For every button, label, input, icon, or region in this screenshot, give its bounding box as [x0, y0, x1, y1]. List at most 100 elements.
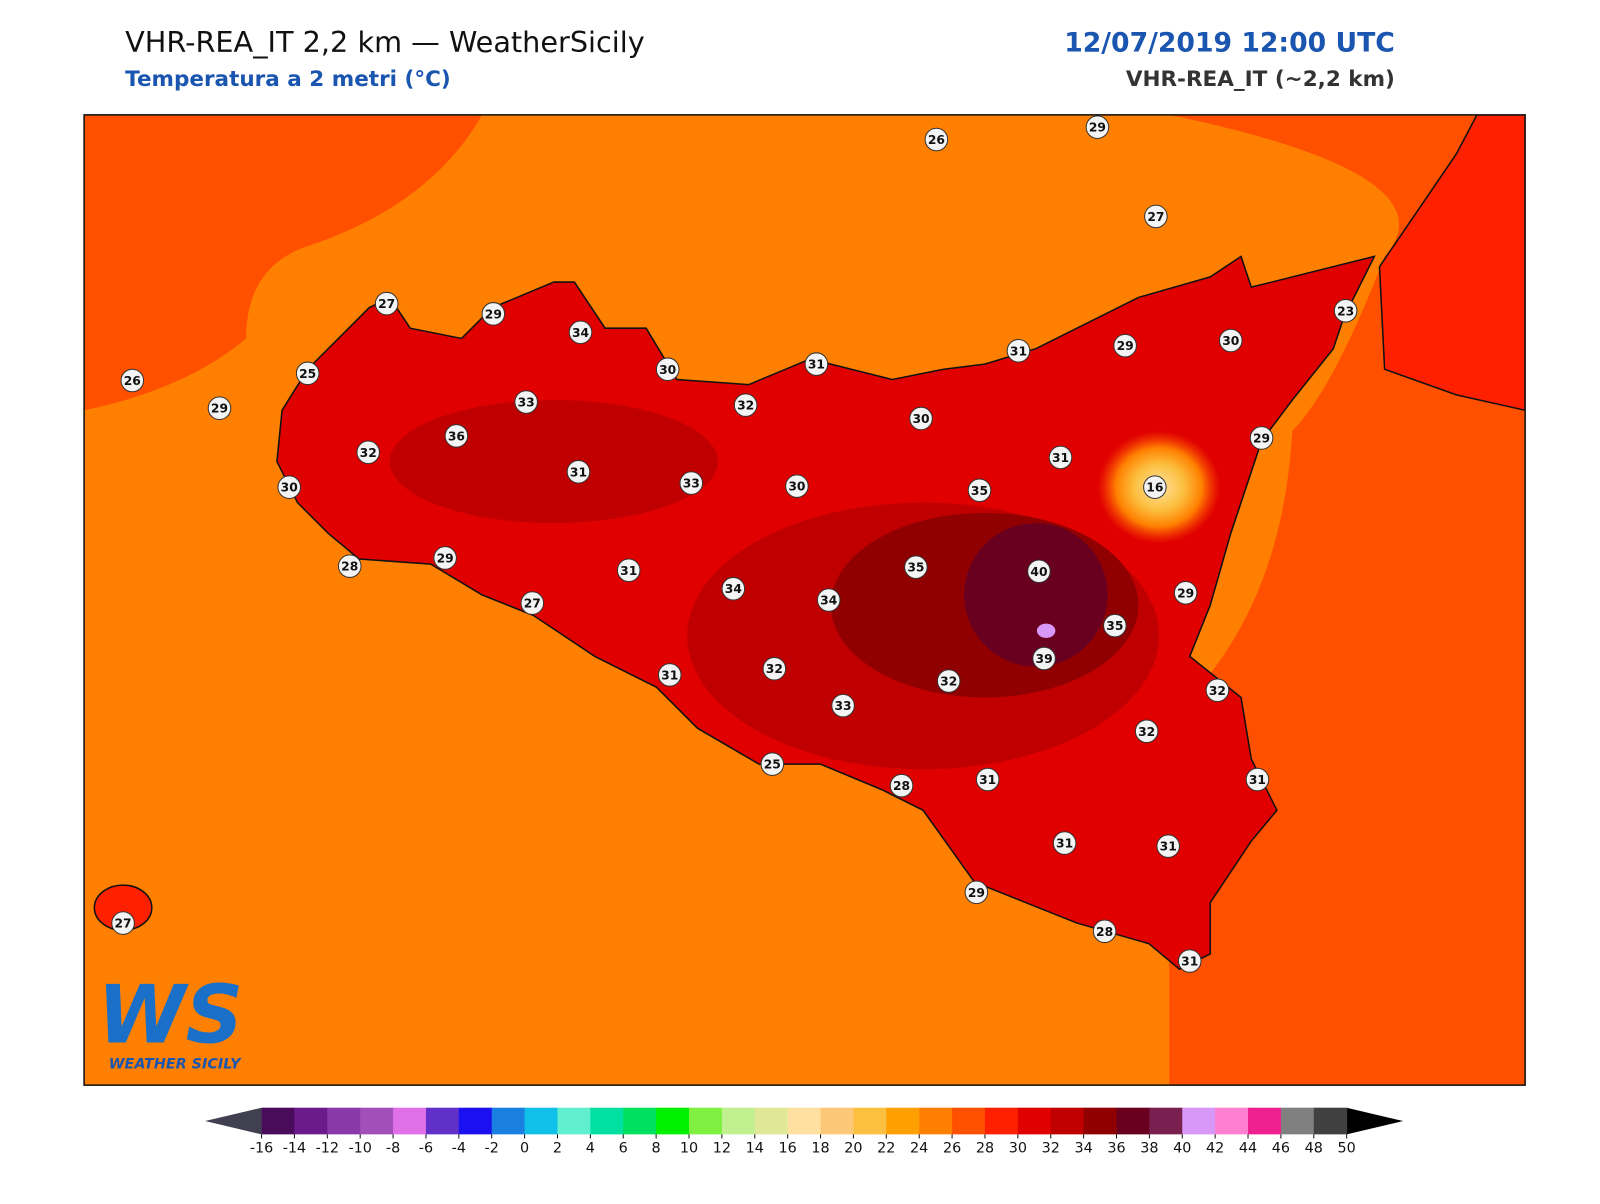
- station-value: 27: [378, 297, 395, 311]
- station-value: 31: [661, 668, 678, 682]
- station-value: 32: [360, 446, 377, 460]
- colorbar-swatch: [919, 1107, 953, 1135]
- station-value: 27: [1147, 210, 1164, 224]
- station-value: 33: [518, 396, 535, 410]
- colorbar-swatch: [952, 1107, 986, 1135]
- station-marker: [1103, 613, 1127, 638]
- station-marker: [1156, 834, 1180, 858]
- extreme-zone: [964, 523, 1108, 667]
- station-marker: [1134, 719, 1159, 744]
- station-value: 25: [299, 367, 316, 381]
- station-value: 31: [1052, 451, 1069, 465]
- colorbar-swatch: [787, 1107, 822, 1135]
- station-marker: [295, 361, 320, 386]
- colorbar-swatch: [1215, 1107, 1249, 1135]
- station-value: 26: [928, 133, 945, 147]
- station-marker: [904, 555, 928, 579]
- colorbar-tick-label: 10: [680, 1141, 698, 1157]
- station-marker: [785, 474, 809, 498]
- warm-sea: [84, 114, 483, 411]
- station-value: 33: [835, 699, 852, 713]
- colorbar-tick-label: -14: [283, 1141, 306, 1157]
- map-frame: [83, 114, 1526, 1086]
- colorbar-swatch: [1083, 1107, 1118, 1135]
- colorbar-tick-label: -12: [316, 1141, 339, 1157]
- colorbar-tick-label: 36: [1107, 1141, 1125, 1157]
- subtitle: Temperatura a 2 metri (°C): [125, 67, 451, 92]
- station-marker: [1333, 298, 1358, 323]
- station-marker: [111, 911, 135, 935]
- colorbar-tick-label: 16: [779, 1141, 797, 1157]
- station-marker: [1177, 949, 1202, 973]
- station-value: 27: [115, 917, 132, 931]
- colorbar-swatch: [721, 1107, 756, 1135]
- station-value: 39: [1036, 652, 1053, 666]
- station-value: 32: [1138, 725, 1155, 739]
- logo-mark: WS: [97, 968, 243, 1061]
- station-value: 34: [572, 326, 589, 340]
- colorbar-swatch: [557, 1107, 591, 1135]
- colorbar-swatch: [294, 1107, 328, 1135]
- colorbar-tick-label: -6: [419, 1141, 433, 1157]
- date: 12/07/2019 12:00 UTC: [1064, 28, 1395, 59]
- colorbar-swatch: [656, 1107, 690, 1135]
- colorbar-swatch: [853, 1107, 887, 1135]
- station-value: 40: [1030, 565, 1047, 579]
- station-value: 31: [808, 358, 825, 372]
- station-marker: [733, 393, 758, 417]
- colorbar-tick-label: 38: [1140, 1141, 1158, 1157]
- model: VHR-REA_IT (~2,2 km): [1126, 67, 1395, 92]
- station-value: 26: [124, 374, 141, 388]
- colorbar-tick-label: -8: [386, 1141, 400, 1157]
- station-marker: [514, 390, 538, 414]
- station-value: 31: [979, 773, 996, 787]
- station-value: 29: [485, 307, 502, 321]
- colorbar-swatch: [261, 1107, 295, 1135]
- colorbar-swatch: [1182, 1107, 1216, 1135]
- station-marker: [337, 554, 362, 578]
- station-value: 31: [620, 564, 637, 578]
- colorbar-tick-label: 20: [844, 1141, 862, 1157]
- station-value: 29: [1117, 339, 1134, 353]
- station-marker: [1027, 559, 1051, 584]
- colorbar-swatch: [984, 1107, 1019, 1135]
- station-marker: [936, 669, 961, 693]
- colorbar-swatch: [1313, 1107, 1348, 1135]
- station-value: 28: [893, 779, 910, 793]
- station-value: 33: [683, 477, 700, 491]
- colorbar-swatch: [491, 1107, 526, 1135]
- station-marker: [975, 767, 1000, 792]
- station-marker: [1218, 328, 1243, 353]
- station-marker: [657, 663, 682, 687]
- station-marker: [964, 880, 989, 905]
- station-marker: [655, 357, 680, 382]
- colorbar-swatch: [886, 1107, 920, 1135]
- station-value: 29: [968, 886, 985, 900]
- colorbar-tick-label: 2: [553, 1141, 562, 1157]
- colorbar-tick-label: 8: [652, 1141, 661, 1157]
- station-marker: [1032, 646, 1056, 671]
- station-marker: [924, 127, 949, 152]
- colorbar-tick-label: 26: [943, 1141, 961, 1157]
- colorbar-swatch: [360, 1107, 394, 1135]
- station-value: 30: [1222, 334, 1239, 348]
- station-marker: [616, 558, 641, 583]
- colorbar-swatch: [820, 1107, 854, 1135]
- colorbar-tick-label: -16: [250, 1141, 273, 1157]
- colorbar-over: [1346, 1107, 1404, 1135]
- station-marker: [721, 576, 746, 601]
- station-value: 32: [737, 399, 754, 413]
- colorbar-swatch: [590, 1107, 624, 1135]
- station-value: 28: [1096, 925, 1113, 939]
- station-value: 27: [524, 597, 541, 611]
- colorbar-tick-label: 4: [586, 1141, 595, 1157]
- station-value: 28: [341, 560, 358, 574]
- station-marker: [831, 693, 855, 718]
- station-marker: [1144, 204, 1168, 229]
- station-value: 25: [764, 758, 781, 772]
- station-value: 35: [971, 484, 988, 498]
- colorbar-swatch: [1149, 1107, 1183, 1135]
- station-marker: [1205, 678, 1230, 703]
- colorbar-tick-label: -2: [485, 1141, 499, 1157]
- colorbar-tick-label: 44: [1239, 1141, 1257, 1157]
